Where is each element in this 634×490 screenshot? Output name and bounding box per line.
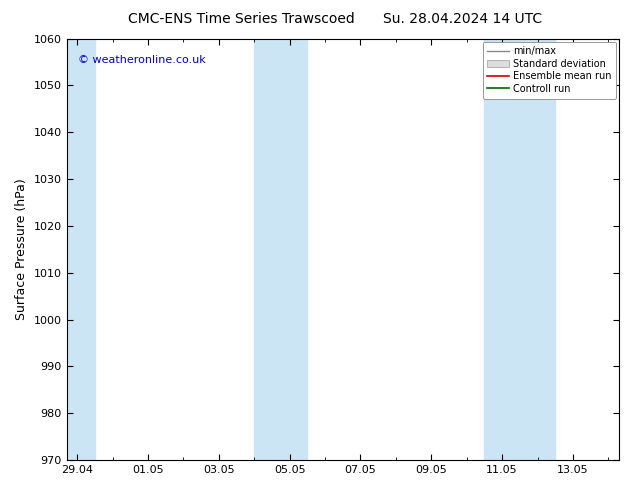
Text: CMC-ENS Time Series Trawscoed: CMC-ENS Time Series Trawscoed (127, 12, 354, 26)
Y-axis label: Surface Pressure (hPa): Surface Pressure (hPa) (15, 178, 28, 320)
Bar (67, 39, 95, 460)
Bar (254, 39, 307, 460)
Bar (484, 39, 555, 460)
Text: Su. 28.04.2024 14 UTC: Su. 28.04.2024 14 UTC (384, 12, 542, 26)
Legend: min/max, Standard deviation, Ensemble mean run, Controll run: min/max, Standard deviation, Ensemble me… (482, 42, 616, 98)
Text: © weatheronline.co.uk: © weatheronline.co.uk (77, 55, 205, 66)
